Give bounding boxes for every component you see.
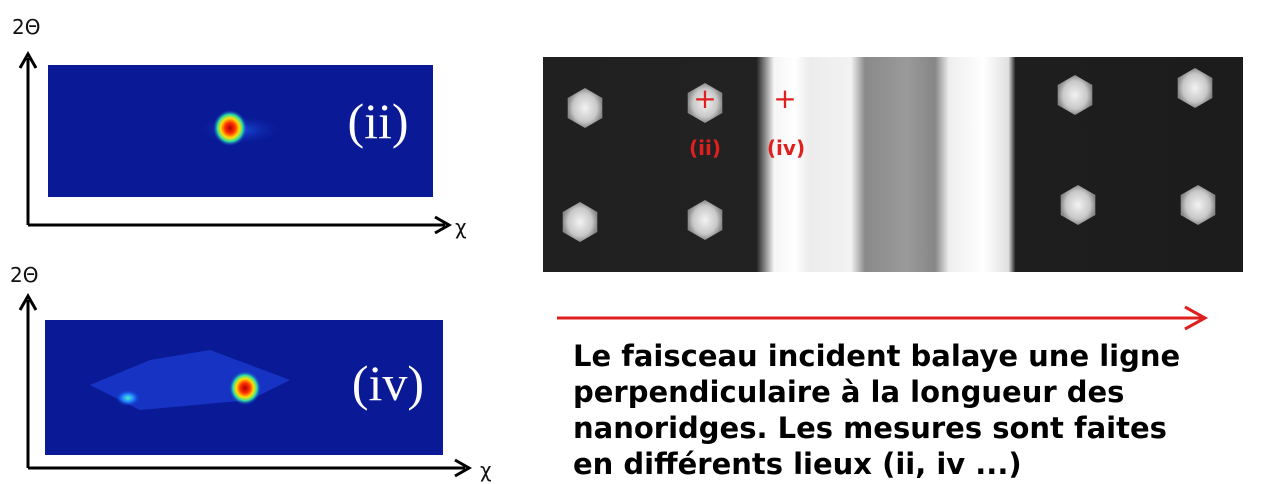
peak — [116, 390, 140, 406]
caption-line: Le faisceau incident balaye une ligne — [573, 339, 1180, 373]
hexagon — [567, 88, 603, 128]
hexagon — [1180, 185, 1216, 225]
x-axis-label: χ — [455, 215, 467, 239]
hexagon — [1060, 185, 1096, 225]
map-label: (ii) — [347, 93, 408, 149]
panel-iv: (iv) 2Θ χ — [10, 263, 492, 482]
caption-line: nanoridges. Les mesures sont faites — [573, 411, 1167, 445]
marker-cross: + — [773, 82, 796, 115]
nanostructures — [562, 68, 1216, 242]
marker-label: (iv) — [767, 136, 805, 160]
hexagon — [687, 200, 723, 240]
caption: Le faisceau incident balaye une ligne pe… — [573, 339, 1180, 481]
caption-line: perpendiculaire à la longueur des — [573, 375, 1124, 409]
map-label: (iv) — [352, 355, 424, 411]
peak — [213, 110, 247, 146]
hexagon — [1057, 75, 1093, 115]
y-axis-label: 2Θ — [10, 263, 38, 287]
peak — [229, 371, 261, 405]
scan-arrow — [557, 305, 1209, 331]
y-axis-label: 2Θ — [12, 15, 40, 39]
axes — [18, 50, 453, 235]
panel-ii: (ii) 2Θ χ — [12, 15, 467, 239]
hexagon — [687, 83, 723, 123]
sem-background — [543, 57, 1243, 272]
hexagon — [562, 202, 598, 242]
hexagon — [1177, 68, 1213, 108]
marker-cross: + — [693, 82, 716, 115]
x-axis-label: χ — [480, 458, 492, 482]
axes — [18, 292, 473, 478]
sem-image: + + (ii) (iv) — [543, 57, 1243, 272]
caption-line: en différents lieux (ii, iv ...) — [573, 447, 1022, 481]
marker-label: (ii) — [689, 136, 721, 160]
